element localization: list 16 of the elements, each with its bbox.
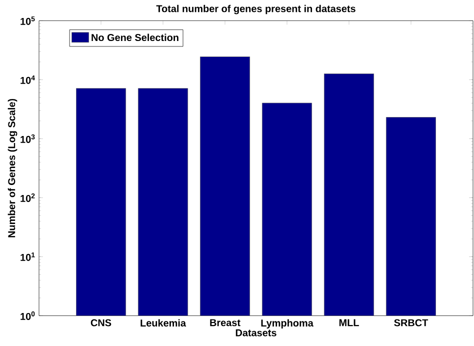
legend-label: No Gene Selection — [92, 34, 178, 42]
y-tick-label: 10$^{4}$ — [20, 75, 35, 84]
chart-title: Total number of genes present in datasets — [156, 4, 356, 14]
y-tick-label: 10$^{0}$ — [20, 311, 35, 320]
x-axis-title: Datasets — [236, 329, 276, 336]
x-tick-label: CNS — [90, 319, 112, 326]
x-tick-label: Leukemia — [140, 319, 186, 327]
y-tick-label: 10$^{3}$ — [20, 134, 35, 143]
x-tick-label: SRBCT — [394, 319, 428, 326]
x-tick-label: Breast — [210, 319, 240, 326]
y-tick-label: 10$^{5}$ — [20, 16, 35, 25]
x-tick-label: Lymphoma — [261, 319, 314, 328]
x-tick-label: MLL — [339, 319, 359, 326]
y-tick-label: 10$^{2}$ — [20, 193, 35, 202]
y-tick-label: 10$^{1}$ — [20, 252, 35, 261]
y-axis-title: Number of Genes (Log Scale) — [8, 98, 18, 238]
